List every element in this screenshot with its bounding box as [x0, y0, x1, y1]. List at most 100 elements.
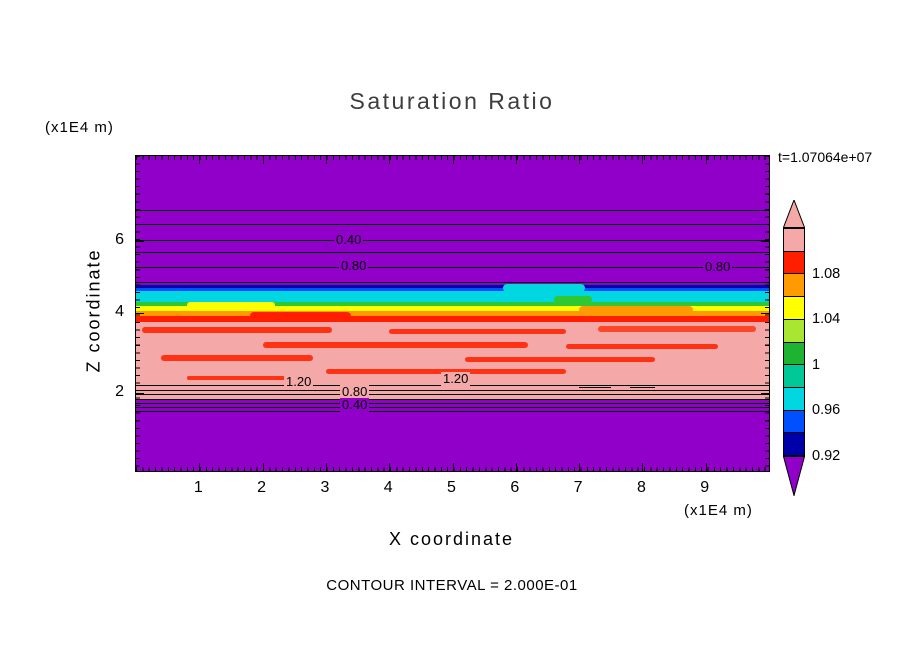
x-major-tick: [325, 463, 327, 471]
y-major-tick: [136, 392, 144, 394]
colorbar-tick-label: 1.04: [812, 311, 841, 328]
x-major-tick: [642, 463, 644, 471]
colorbar-segment: [784, 387, 804, 411]
contour-line: [579, 387, 611, 388]
color-streak: [249, 312, 352, 320]
x-major-tick: [389, 156, 391, 164]
x-axis-title: X coordinate: [388, 529, 515, 549]
colorbar-segment: [784, 297, 804, 320]
x-major-tick: [262, 156, 264, 164]
contour-line: [136, 252, 769, 253]
color-streak: [142, 327, 333, 333]
x-tick-label: 9: [700, 479, 710, 496]
x-major-tick: [579, 463, 581, 471]
color-streak: [161, 355, 314, 361]
contour-line: [136, 240, 769, 241]
colorbar-tick-label: 0.92: [812, 448, 841, 464]
contour-line: [136, 224, 769, 225]
colorbar-segment: [784, 319, 804, 343]
orange-strip: [136, 311, 769, 318]
y-tick-label: 2: [115, 382, 124, 400]
colorbar-segment: [784, 274, 804, 298]
colorbar-segment: [784, 410, 804, 434]
x-major-tick: [452, 463, 454, 471]
contour-label: 0.80: [339, 258, 369, 273]
color-streak: [579, 306, 694, 314]
pink-body: [136, 322, 769, 400]
x-tick-labels: 1 2 3 4 5 6 7 8 9: [135, 479, 768, 499]
colorbar-segment: [784, 229, 804, 252]
colorbar-labels: 1.08 1.04 1 0.96 0.92: [812, 228, 872, 464]
x-tick-label: 7: [573, 479, 583, 496]
red-strip: [136, 316, 769, 324]
contour-interval-note: CONTOUR INTERVAL = 2.000E-01: [326, 577, 578, 594]
y-major-tick: [761, 312, 769, 314]
x-major-tick: [642, 156, 644, 164]
x-major-tick: [389, 463, 391, 471]
y-axis-unit: (x1E4 m): [45, 119, 114, 136]
x-axis-unit: (x1E4 m): [684, 502, 753, 519]
x-major-tick: [705, 463, 707, 471]
x-major-tick: [452, 156, 454, 164]
cyan-band: [136, 291, 769, 304]
yellow-strip: [136, 306, 769, 313]
colorbar-segment: [784, 251, 804, 275]
x-tick-label: 5: [447, 479, 456, 496]
colorbar-tick-label: 1: [812, 356, 821, 373]
contour-line: [136, 399, 769, 400]
colorbar-tick-label: 0.96: [812, 402, 841, 419]
x-tick-label: 8: [636, 479, 646, 496]
colorbar-arrow-bottom-icon: [783, 456, 805, 496]
contour-label: 1.20: [441, 371, 471, 386]
x-major-tick: [705, 156, 707, 164]
contour-line: [136, 267, 769, 268]
y-major-tick: [761, 392, 769, 394]
x-major-tick: [515, 463, 517, 471]
contour-line: [136, 403, 769, 404]
contour-line: [136, 394, 769, 395]
contour-label: 0.40: [340, 397, 370, 412]
x-major-tick: [515, 156, 517, 164]
color-streak: [186, 376, 288, 380]
color-streak: [325, 369, 567, 374]
colorbar-segment: [784, 433, 804, 456]
navy-strip: [136, 285, 769, 290]
contour-label: 1.20: [284, 374, 314, 389]
x-tick-label: 6: [510, 479, 520, 496]
color-streak: [566, 344, 719, 349]
contour-line: [136, 282, 769, 283]
page-title: Saturation Ratio: [349, 88, 555, 114]
y-tick-label: 6: [115, 231, 124, 249]
x-major-tick: [579, 156, 581, 164]
x-tick-label: 3: [320, 479, 330, 496]
y-tick-label: 4: [115, 302, 124, 320]
color-streak: [186, 302, 276, 308]
y-major-tick: [136, 241, 144, 243]
color-streak: [465, 357, 656, 362]
contour-line: [136, 407, 769, 408]
x-major-tick: [262, 463, 264, 471]
colorbar-tick-label: 1.08: [812, 265, 841, 282]
y-major-tick: [136, 312, 144, 314]
contour-label: 0.80: [340, 384, 370, 399]
blue-strip: [136, 288, 769, 293]
contour-line: [629, 387, 656, 388]
contour-line: [136, 411, 769, 412]
y-major-tick: [761, 241, 769, 243]
color-streak: [598, 326, 757, 332]
contour-label: 0.40: [334, 232, 364, 247]
colorbar-segment: [784, 342, 804, 366]
green-strip: [136, 302, 769, 308]
contour-line: [136, 210, 769, 211]
plot-area: 0.40 0.80 0.80 1.20 1.20 0.80 0.40: [135, 155, 770, 472]
contour-line: [136, 390, 769, 391]
color-streak: [389, 329, 567, 334]
x-major-tick: [199, 463, 201, 471]
x-tick-label: 4: [383, 479, 393, 496]
colorbar-arrow-top-icon: [783, 200, 805, 228]
x-major-tick: [199, 156, 201, 164]
color-streak: [262, 342, 529, 348]
x-tick-label: 2: [257, 479, 267, 496]
y-tick-labels: 6 4 2: [100, 155, 126, 470]
